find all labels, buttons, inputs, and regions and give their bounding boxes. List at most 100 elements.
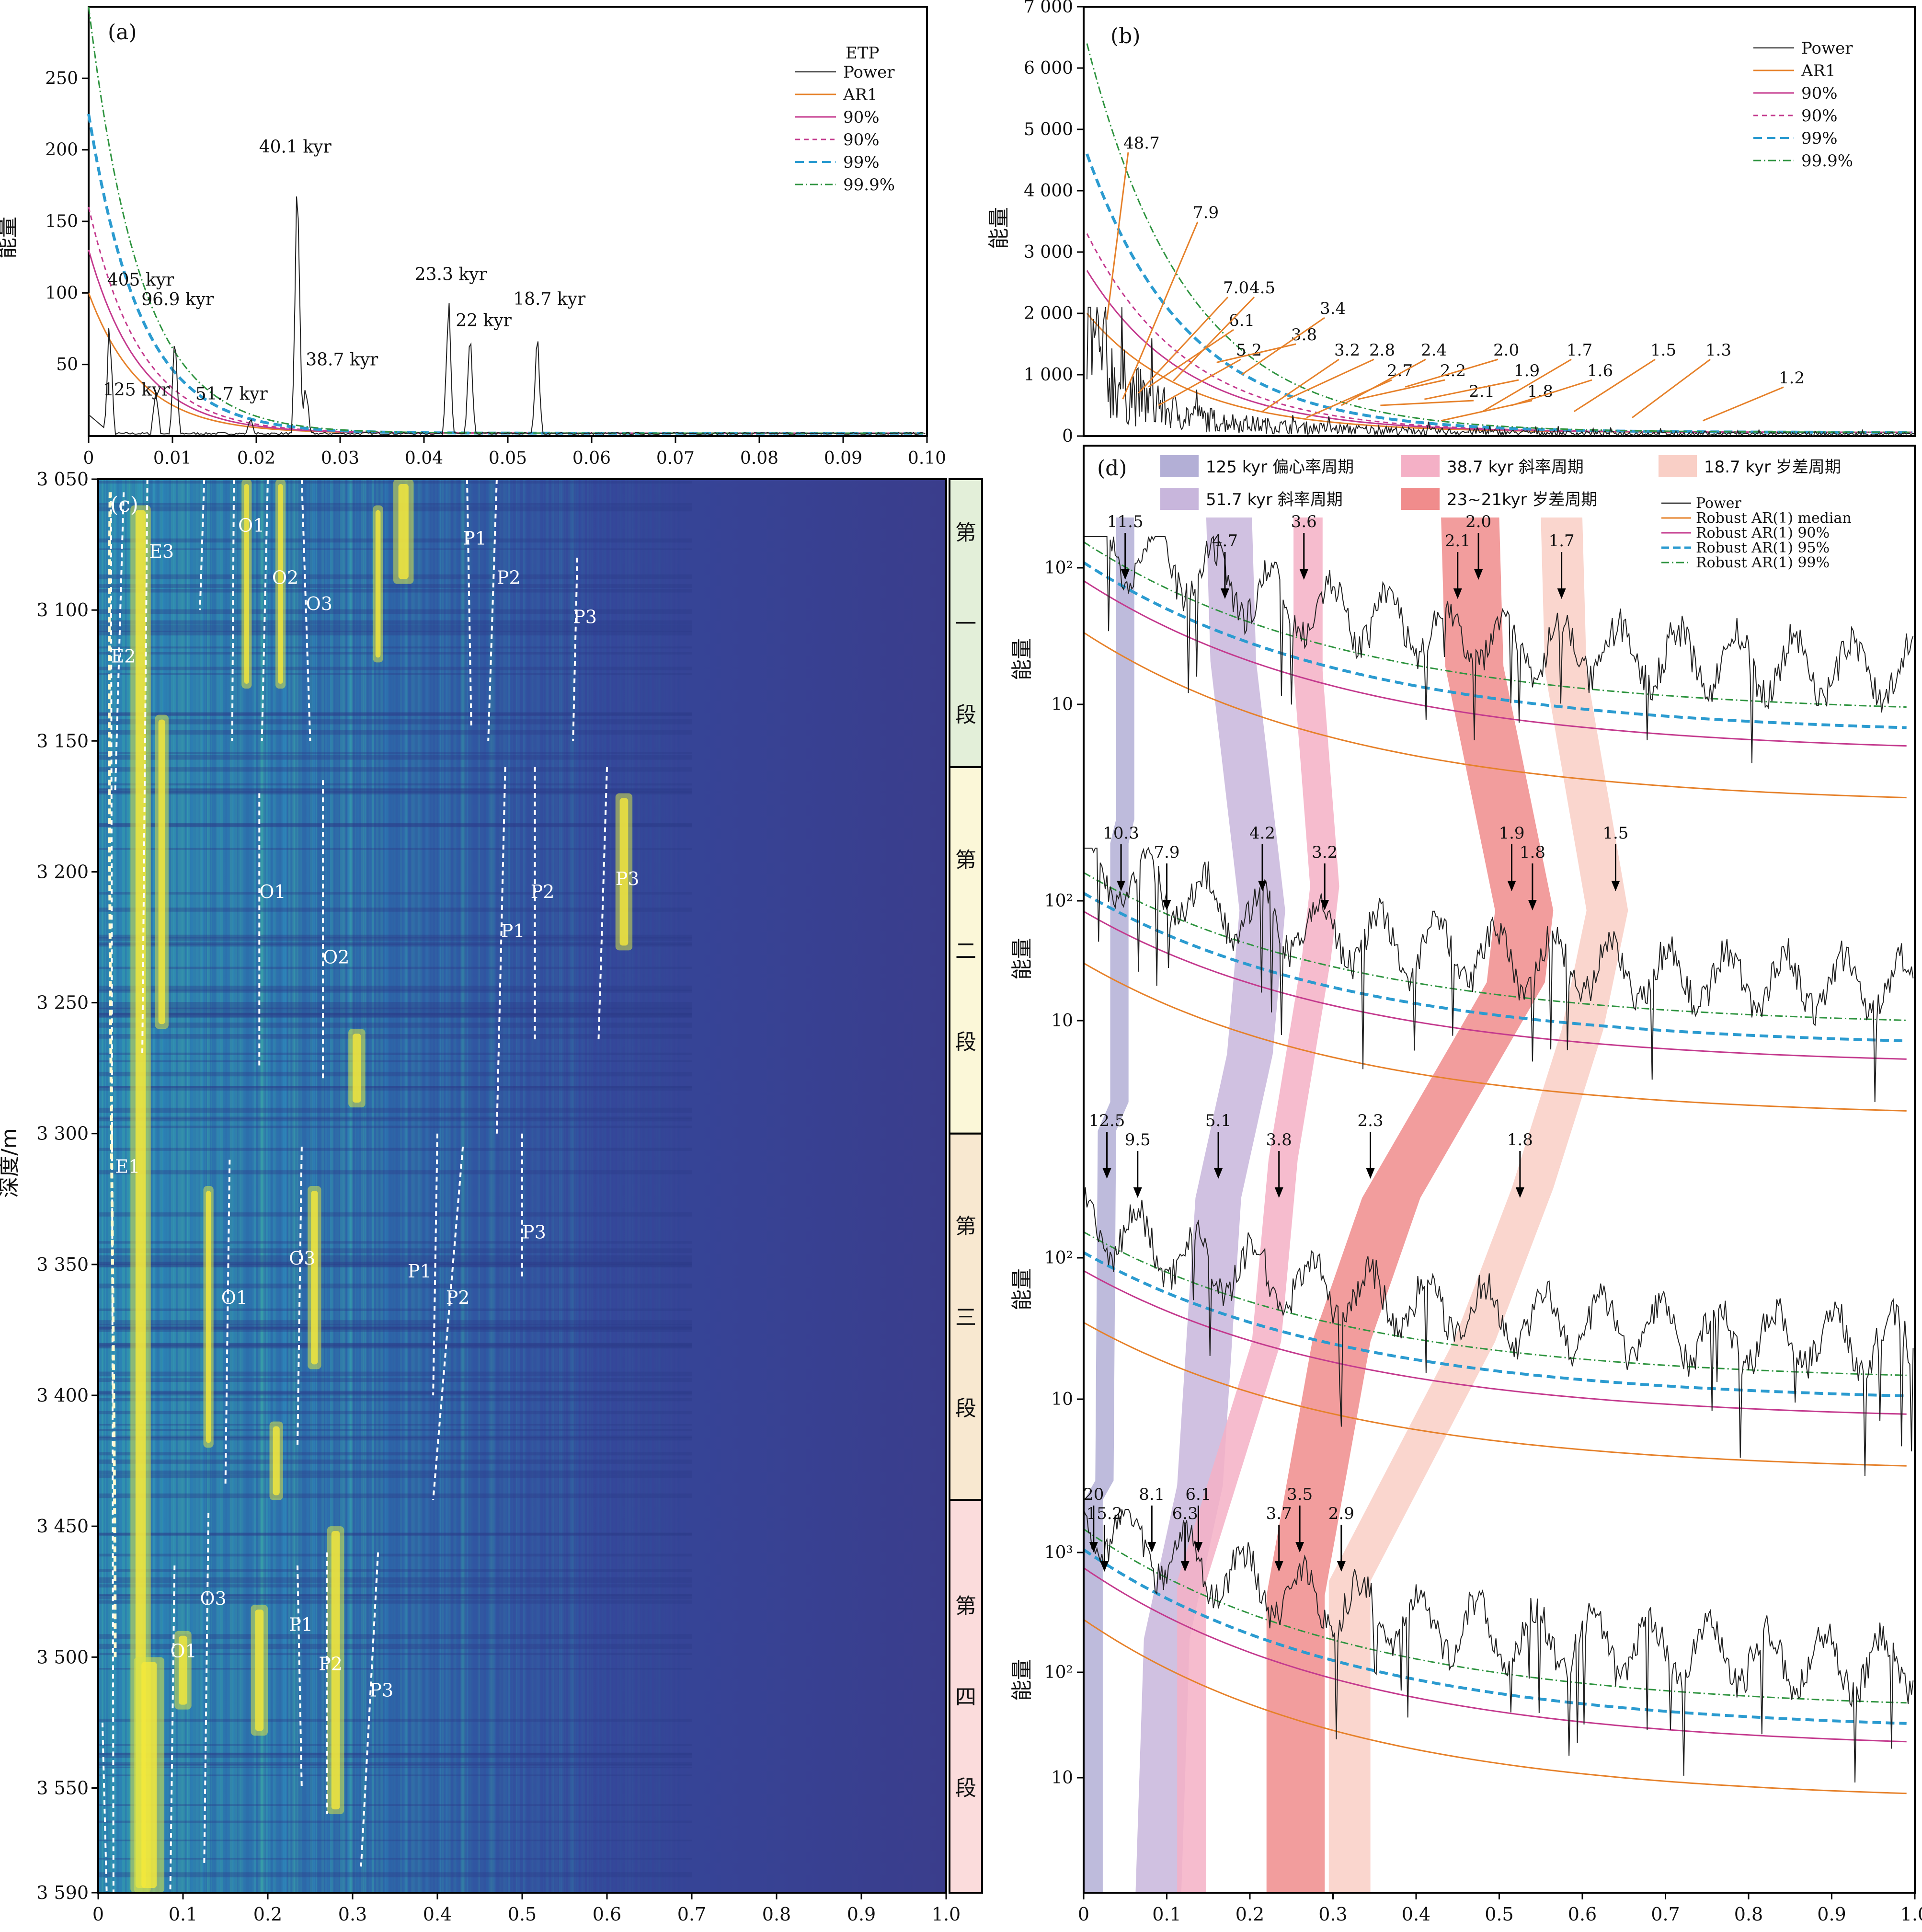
panel-d-peak-label: 15.2 (1087, 1504, 1123, 1523)
heatmap-stripe (284, 479, 287, 1893)
heatmap-stripe (155, 479, 158, 1893)
heatmap-band (98, 1594, 692, 1596)
heatmap-stripes (98, 479, 692, 1893)
heatmap-stripe (218, 479, 220, 1893)
heatmap-ridge-line (224, 1160, 231, 1487)
heatmap-stripe (643, 479, 644, 1893)
heatmap-stripe (454, 479, 458, 1893)
heatmap-ridge-line (572, 557, 579, 741)
heatmap-band (98, 1060, 692, 1062)
heatmap-stripe (491, 479, 495, 1893)
heatmap-stripe (466, 479, 469, 1893)
heatmap-band (98, 934, 692, 939)
heatmap-stripe (539, 479, 540, 1893)
panel-a-xtick-label: 0 (83, 448, 94, 468)
heatmap-band (98, 1718, 692, 1722)
panel-d-peak-arrowhead (1295, 1542, 1304, 1552)
heatmap-stripe (273, 479, 275, 1893)
heatmap-band (98, 1012, 692, 1016)
panel-b-peak-label: 2.8 (1369, 341, 1395, 360)
heatmap-stripe (281, 479, 284, 1893)
heatmap-stripe (400, 479, 402, 1893)
heatmap-stripe (264, 479, 268, 1893)
panel-b-peak-leader (1173, 296, 1255, 381)
heatmap-ridge-line (101, 1722, 108, 1893)
heatmap-stripe (380, 479, 383, 1893)
panel-b-peaks: 48.77.97.06.15.24.53.83.43.2 2.82.72.42.2… (1106, 134, 1805, 422)
panel-d: (d) 125 kyr 偏心率周期 51.7 kyr 斜率周期 38.7 kyr 斜… (1010, 445, 1922, 1925)
panel-a-legend-label: 99% (843, 153, 880, 172)
heatmap-stripe (381, 479, 383, 1893)
panel-a-legend-label: AR1 (843, 85, 878, 104)
heatmap-stripe (186, 479, 188, 1893)
heatmap-stripe (413, 479, 418, 1893)
heatmap-stripe (239, 479, 243, 1893)
panel-d-peak-arrowhead (1258, 881, 1267, 891)
panel-b-peak-label: 1.5 (1650, 341, 1676, 360)
heatmap-stripe (461, 479, 465, 1893)
heatmap-stripe (229, 479, 232, 1893)
heatmap-stripe (186, 479, 190, 1893)
heatmap-stripe (503, 479, 507, 1893)
panel-c-ytick-label: 3 300 (36, 1123, 89, 1144)
heatmap-ridge-e1 (108, 492, 117, 1657)
heatmap-stripe (190, 479, 193, 1893)
heatmap-stripe (470, 479, 473, 1893)
heatmap-stripe (371, 479, 374, 1893)
heatmap-band (98, 673, 692, 675)
panel-d-peak-label: 20 (1083, 1485, 1104, 1504)
heatmap-stripe (371, 479, 375, 1893)
heatmap-stripe (200, 479, 204, 1893)
heatmap-band (98, 1324, 692, 1329)
heatmap-band (98, 629, 692, 632)
panel-a-xtick-label: 0.01 (153, 448, 192, 468)
panel-b-label: (b) (1110, 24, 1141, 48)
heatmap-stripe (336, 479, 339, 1893)
panel-b-legend-label: 90% (1801, 84, 1838, 103)
panel-d-ytick-label: 10² (1044, 891, 1073, 911)
heatmap-stripe (195, 479, 199, 1893)
panel-d-peak-arrowhead (1274, 1187, 1283, 1198)
panel-d-peak-label: 3.8 (1266, 1130, 1292, 1150)
heatmap-track-label: P3 (616, 868, 640, 889)
heatmap-band (98, 1012, 692, 1018)
heatmap-stripe (456, 479, 460, 1893)
panel-d-xtick-label: 0 (1078, 1904, 1089, 1925)
heatmap-band (98, 1007, 692, 1012)
heatmap-band (98, 1263, 692, 1268)
heatmap-band (98, 1532, 692, 1536)
heatmap-hotspot-core (353, 1034, 361, 1103)
panel-c-track-labels: E3 O1 O2 O3 P1 P2 P3 E2 O1 O2 P1 P2 P3 E1 P3 P1 O3 P2 O1 O3… (111, 515, 640, 1701)
segment-label-char: 段 (955, 702, 976, 727)
heatmap-stripe (411, 479, 413, 1893)
heatmap-stripe (269, 479, 271, 1893)
heatmap-stripe (461, 479, 465, 1893)
heatmap-band (98, 823, 692, 828)
heatmap-band (98, 1086, 692, 1091)
heatmap-track-label: P1 (463, 528, 487, 549)
heatmap-stripe (443, 479, 446, 1893)
heatmap-stripe (163, 479, 165, 1893)
panel-d-peak-label: 7.9 (1154, 843, 1179, 862)
panel-b-peak-label: 3.4 (1320, 299, 1346, 318)
heatmap-stripe (617, 479, 619, 1893)
panel-d-peak-label: 3.2 (1312, 843, 1338, 862)
heatmap-stripe (373, 479, 376, 1893)
heatmap-stripe (559, 479, 562, 1893)
heatmap-track-label: E3 (149, 541, 174, 562)
heatmap-band (98, 1116, 692, 1119)
band-legend-swatch (1401, 488, 1440, 510)
heatmap-band (98, 667, 692, 670)
heatmap-stripe (232, 479, 235, 1893)
panel-d-row1-threshold-3 (1083, 872, 1907, 1021)
panel-d-plot (1083, 535, 1914, 1794)
panel-d-peak-arrowhead (1214, 1168, 1223, 1179)
heatmap-stripe (249, 479, 253, 1893)
heatmap-stripe (560, 479, 563, 1893)
heatmap-stripe (567, 479, 569, 1893)
heatmap-band (98, 584, 692, 588)
heatmap-stripe (587, 479, 588, 1893)
heatmap-band (98, 1241, 692, 1244)
panel-d-label: (d) (1097, 456, 1127, 481)
